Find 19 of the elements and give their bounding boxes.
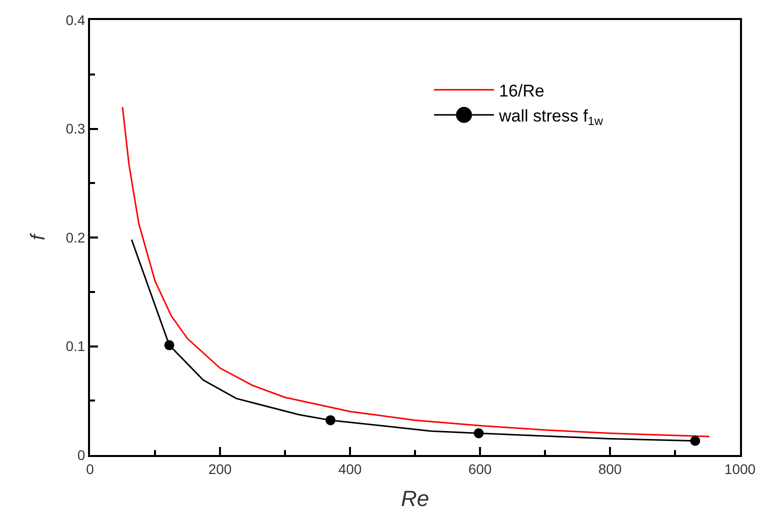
y-tick-label: 0.3 bbox=[66, 120, 86, 137]
y-tick-label: 0 bbox=[77, 446, 86, 463]
x-tick-label: 400 bbox=[338, 460, 362, 477]
point bbox=[474, 428, 484, 438]
x-tick-label: 600 bbox=[468, 460, 492, 477]
y-tick-label: 0.4 bbox=[66, 12, 86, 28]
point bbox=[326, 415, 336, 426]
y-tick-label: 0.1 bbox=[66, 338, 86, 354]
y-axis-title: f bbox=[28, 232, 50, 240]
x-tick-label: 800 bbox=[598, 460, 622, 477]
legend-label: 16/Re bbox=[499, 81, 544, 100]
point bbox=[690, 436, 700, 446]
x-axis-title: Re bbox=[400, 486, 430, 512]
point bbox=[164, 340, 174, 350]
x-tick-label: 200 bbox=[208, 460, 232, 477]
y-tick-label: 0.2 bbox=[66, 229, 86, 246]
legend-label: wall stress f$_{1w}$ bbox=[498, 106, 604, 128]
x-tick-label: 1000 bbox=[724, 460, 756, 477]
line-series bbox=[122, 106, 710, 438]
